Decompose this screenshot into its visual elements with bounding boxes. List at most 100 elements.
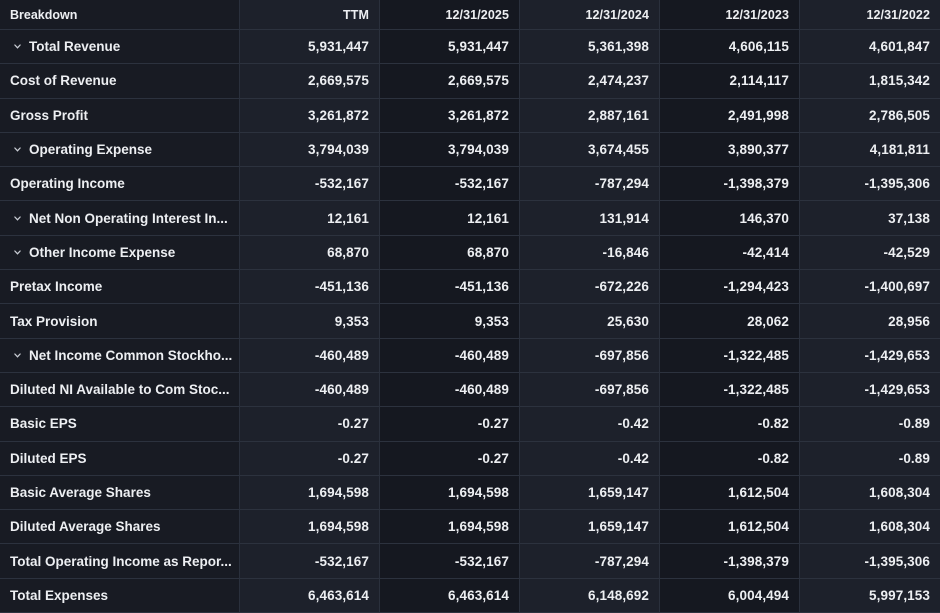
cell-value: 6,463,614 — [380, 578, 520, 613]
cell-value: -1,429,653 — [800, 338, 940, 373]
cell-value: -460,489 — [240, 372, 380, 408]
cell-value: -1,322,485 — [660, 372, 800, 408]
row-label-text: Diluted Average Shares — [10, 519, 161, 535]
cell-value: -0.89 — [800, 407, 940, 442]
row-label-expandable[interactable]: Net Income Common Stockho... — [0, 338, 240, 373]
cell-value: -787,294 — [520, 544, 660, 579]
cell-value: 28,062 — [660, 304, 800, 339]
cell-value: -42,529 — [800, 235, 940, 271]
cell-value: 4,601,847 — [800, 30, 940, 65]
row-label-text: Total Operating Income as Repor... — [10, 553, 232, 569]
row-label-text: Diluted NI Available to Com Stoc... — [10, 382, 230, 398]
cell-value: -1,429,653 — [800, 372, 940, 408]
header-date-2024: 12/31/2024 — [520, 0, 660, 30]
cell-value: -42,414 — [660, 235, 800, 271]
cell-value: -0.27 — [240, 441, 380, 476]
cell-value: 1,608,304 — [800, 475, 940, 511]
table-row: Diluted EPS -0.27 -0.27 -0.42 -0.82 -0.89 — [0, 441, 940, 476]
row-label: Basic Average Shares — [0, 475, 240, 511]
cell-value: -1,400,697 — [800, 270, 940, 305]
chevron-down-icon[interactable] — [13, 248, 22, 257]
cell-value: 9,353 — [240, 304, 380, 339]
cell-value: 9,353 — [380, 304, 520, 339]
row-label: Diluted Average Shares — [0, 510, 240, 545]
cell-value: -16,846 — [520, 235, 660, 271]
row-label-text: Pretax Income — [10, 279, 103, 295]
row-label-text: Basic EPS — [10, 416, 77, 432]
cell-value: 12,161 — [380, 201, 520, 236]
cell-value: 1,608,304 — [800, 510, 940, 545]
cell-value: 131,914 — [520, 201, 660, 236]
cell-value: -451,136 — [380, 270, 520, 305]
cell-value: -697,856 — [520, 338, 660, 373]
cell-value: 1,659,147 — [520, 475, 660, 511]
cell-value: 2,114,117 — [660, 64, 800, 99]
table-row: Gross Profit 3,261,872 3,261,872 2,887,161 2… — [0, 98, 940, 133]
cell-value: -532,167 — [380, 167, 520, 202]
cell-value: 28,956 — [800, 304, 940, 339]
cell-value: 1,612,504 — [660, 475, 800, 511]
chevron-down-icon[interactable] — [13, 351, 22, 360]
cell-value: -0.27 — [380, 441, 520, 476]
cell-value: 1,694,598 — [380, 510, 520, 545]
table-row: Other Income Expense 68,870 68,870 -16,846-… — [0, 235, 940, 271]
row-label-expandable[interactable]: Other Income Expense — [0, 235, 240, 271]
cell-value: -697,856 — [520, 372, 660, 408]
cell-value: 5,997,153 — [800, 578, 940, 613]
table-row: Total Revenue 5,931,447 5,931,447 5,361,398… — [0, 30, 940, 65]
cell-value: 4,181,811 — [800, 132, 940, 168]
cell-value: -1,322,485 — [660, 338, 800, 373]
header-date-2022: 12/31/2022 — [800, 0, 940, 30]
row-label: Diluted NI Available to Com Stoc... — [0, 372, 240, 408]
cell-value: -1,395,306 — [800, 167, 940, 202]
row-label-text: Total Expenses — [10, 587, 109, 603]
cell-value: 3,261,872 — [240, 98, 380, 133]
cell-value: 2,491,998 — [660, 98, 800, 133]
row-label-text: Basic Average Shares — [10, 485, 151, 500]
cell-value: -0.82 — [660, 407, 800, 442]
table-body: Total Revenue 5,931,447 5,931,447 5,361,398… — [0, 30, 940, 613]
chevron-down-icon[interactable] — [13, 145, 22, 154]
table-row: Operating Expense 3,794,039 3,794,039 3,674… — [0, 132, 940, 168]
cell-value: -460,489 — [380, 372, 520, 408]
cell-value: 37,138 — [800, 201, 940, 236]
row-label-expandable[interactable]: Total Revenue — [0, 30, 240, 65]
cell-value: 1,694,598 — [380, 475, 520, 511]
cell-value: 4,606,115 — [660, 30, 800, 65]
cell-value: -1,398,379 — [660, 167, 800, 202]
cell-value: 1,815,342 — [800, 64, 940, 99]
table-row: Net Non Operating Interest In... 12,161 12… — [0, 201, 940, 236]
cell-value: 1,694,598 — [240, 510, 380, 545]
cell-value: 3,261,872 — [380, 98, 520, 133]
cell-value: 5,931,447 — [240, 30, 380, 65]
table-row: Diluted Average Shares 1,694,598 1,694,598… — [0, 510, 940, 545]
table-row: Operating Income -532,167 -532,167 -787,294… — [0, 167, 940, 202]
row-label-text: Net Income Common Stockho... — [29, 347, 233, 363]
cell-value: -1,294,423 — [660, 270, 800, 305]
row-label-text: Total Revenue — [29, 39, 121, 55]
cell-value: 2,474,237 — [520, 64, 660, 99]
row-label-expandable[interactable]: Operating Expense — [0, 132, 240, 168]
chevron-down-icon[interactable] — [13, 42, 22, 51]
cell-value: -0.42 — [520, 441, 660, 476]
chevron-down-icon[interactable] — [13, 214, 22, 223]
cell-value: -532,167 — [240, 167, 380, 202]
cell-value: -532,167 — [240, 544, 380, 579]
cell-value: -0.27 — [380, 407, 520, 442]
cell-value: 1,659,147 — [520, 510, 660, 545]
row-label: Diluted EPS — [0, 441, 240, 476]
row-label: Tax Provision — [0, 304, 240, 339]
cell-value: 2,887,161 — [520, 98, 660, 133]
cell-value: -0.27 — [240, 407, 380, 442]
cell-value: -460,489 — [380, 338, 520, 373]
row-label-text: Net Non Operating Interest In... — [29, 210, 228, 226]
header-date-2023: 12/31/2023 — [660, 0, 800, 30]
row-label-text: Cost of Revenue — [10, 73, 117, 89]
header-breakdown: Breakdown — [0, 0, 240, 30]
cell-value: 2,669,575 — [240, 64, 380, 99]
cell-value: -1,398,379 — [660, 544, 800, 579]
row-label: Cost of Revenue — [0, 64, 240, 99]
cell-value: 6,148,692 — [520, 578, 660, 613]
row-label-expandable[interactable]: Net Non Operating Interest In... — [0, 201, 240, 236]
